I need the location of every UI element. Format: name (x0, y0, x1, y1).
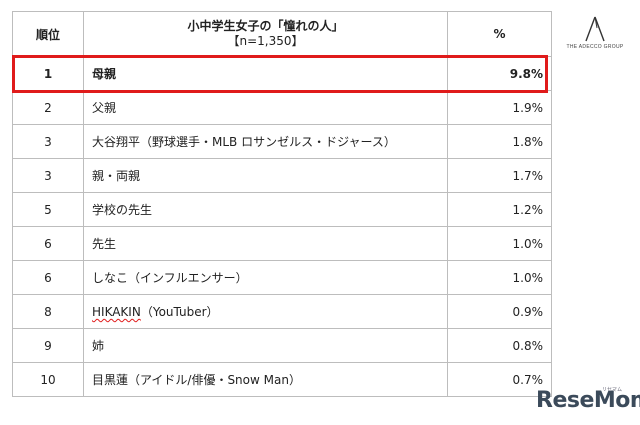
adecco-logo: THE ADECCO GROUP (560, 16, 630, 62)
table-row: 6 しなこ（インフルエンサー） 1.0% (12, 260, 552, 295)
rank-cell: 6 (12, 226, 84, 261)
name-cell: 父親 (83, 90, 448, 125)
table-title: 小中学生女子の「憧れの人」 (187, 19, 344, 33)
name-cell: HIKAKIN（YouTuber） (83, 294, 448, 329)
table-header-row: 順位 小中学生女子の「憧れの人」 【n=1,350】 % (12, 11, 552, 57)
rank-cell: 3 (12, 124, 84, 159)
name-cell: 姉 (83, 328, 448, 363)
ranking-table: 順位 小中学生女子の「憧れの人」 【n=1,350】 % 1 母親 9.8% 2… (12, 11, 552, 397)
name-cell: 親・両親 (83, 158, 448, 193)
name-cell: 母親 (83, 56, 448, 91)
percent-cell: 1.9% (447, 90, 552, 125)
table-row: 3 大谷翔平（野球選手・MLB ロサンゼルス・ドジャース） 1.8% (12, 124, 552, 159)
sample-size: 【n=1,350】 (227, 34, 304, 48)
name-cell: 先生 (83, 226, 448, 261)
name-cell: 大谷翔平（野球選手・MLB ロサンゼルス・ドジャース） (83, 124, 448, 159)
header-title-cell: 小中学生女子の「憧れの人」 【n=1,350】 (83, 11, 448, 57)
table-row: 5 学校の先生 1.2% (12, 192, 552, 227)
table-row: 6 先生 1.0% (12, 226, 552, 261)
resemom-watermark: ReseMom (536, 388, 640, 413)
table-row: 2 父親 1.9% (12, 90, 552, 125)
name-cell: しなこ（インフルエンサー） (83, 260, 448, 295)
header-rank: 順位 (12, 11, 84, 57)
rank-cell: 2 (12, 90, 84, 125)
percent-cell: 1.0% (447, 260, 552, 295)
percent-cell: 0.7% (447, 362, 552, 397)
percent-cell: 1.8% (447, 124, 552, 159)
adecco-a-icon (585, 16, 605, 42)
table-row: 1 母親 9.8% (12, 56, 552, 91)
rank-cell: 6 (12, 260, 84, 295)
table-row: 9 姉 0.8% (12, 328, 552, 363)
rank-cell: 9 (12, 328, 84, 363)
rank-cell: 1 (12, 56, 84, 91)
spellcheck-word: HIKAKIN (92, 305, 141, 319)
percent-cell: 9.8% (447, 56, 552, 91)
rank-cell: 5 (12, 192, 84, 227)
table-row: 10 目黒蓮（アイドル/俳優・Snow Man） 0.7% (12, 362, 552, 397)
name-suffix: （YouTuber） (140, 305, 219, 319)
rank-cell: 10 (12, 362, 84, 397)
table-row: 3 親・両親 1.7% (12, 158, 552, 193)
percent-cell: 1.7% (447, 158, 552, 193)
percent-cell: 1.0% (447, 226, 552, 261)
percent-cell: 1.2% (447, 192, 552, 227)
logo-text: THE ADECCO GROUP (566, 44, 624, 50)
resemom-watermark-sub: リセマム (602, 387, 623, 393)
header-percent: % (447, 11, 552, 57)
rank-cell: 3 (12, 158, 84, 193)
name-cell: 学校の先生 (83, 192, 448, 227)
rank-cell: 8 (12, 294, 84, 329)
name-cell: 目黒蓮（アイドル/俳優・Snow Man） (83, 362, 448, 397)
table-row: 8 HIKAKIN（YouTuber） 0.9% (12, 294, 552, 329)
percent-cell: 0.8% (447, 328, 552, 363)
percent-cell: 0.9% (447, 294, 552, 329)
